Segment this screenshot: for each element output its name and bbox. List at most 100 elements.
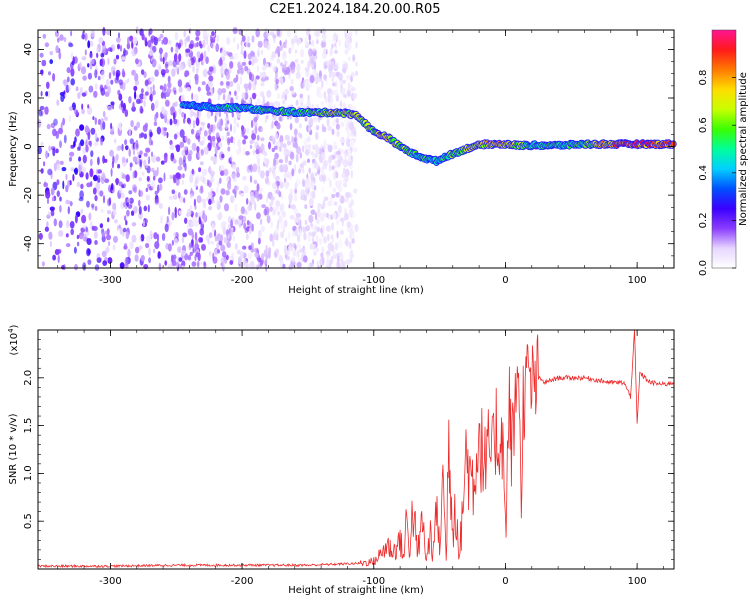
noise-speck xyxy=(190,221,195,228)
noise-speck xyxy=(293,34,299,44)
noise-speck xyxy=(46,123,51,130)
noise-speck xyxy=(226,241,231,248)
noise-speck xyxy=(335,261,340,268)
noise-speck xyxy=(251,119,254,129)
noise-speck xyxy=(280,207,284,215)
noise-speck xyxy=(157,251,161,259)
noise-speck xyxy=(307,136,312,143)
noise-speck xyxy=(242,245,247,250)
noise-speck xyxy=(191,56,197,64)
noise-speck xyxy=(139,150,143,155)
noise-speck xyxy=(152,90,156,96)
noise-speck xyxy=(65,173,68,181)
noise-speck xyxy=(220,188,226,195)
noise-speck xyxy=(341,89,345,96)
noise-speck xyxy=(252,163,258,173)
noise-speck xyxy=(192,111,196,116)
noise-speck xyxy=(177,192,181,199)
noise-speck xyxy=(300,59,304,64)
noise-speck xyxy=(241,126,247,135)
noise-speck xyxy=(177,165,183,171)
noise-speck xyxy=(240,45,244,51)
noise-speck xyxy=(139,93,145,100)
noise-speck xyxy=(335,94,340,102)
noise-speck xyxy=(143,100,146,107)
noise-speck xyxy=(150,102,155,112)
noise-speck xyxy=(329,243,334,252)
noise-speck xyxy=(194,180,198,189)
noise-speck xyxy=(248,82,252,91)
noise-speck xyxy=(279,135,284,144)
noise-speck xyxy=(183,117,186,124)
noise-speck xyxy=(243,50,247,59)
noise-speck xyxy=(120,100,124,108)
noise-speck xyxy=(49,240,53,247)
noise-speck xyxy=(293,163,297,173)
noise-speck xyxy=(97,175,101,183)
noise-speck xyxy=(141,33,145,41)
noise-speck xyxy=(241,35,246,43)
noise-speck xyxy=(94,83,98,90)
noise-speck xyxy=(158,203,163,209)
noise-speck xyxy=(74,214,78,224)
noise-speck xyxy=(335,242,338,251)
noise-speck xyxy=(292,249,297,257)
noise-speck xyxy=(189,174,194,184)
noise-speck xyxy=(236,111,242,118)
noise-speck xyxy=(216,233,222,242)
x-tick-label: 100 xyxy=(628,576,647,587)
noise-speck xyxy=(248,98,251,104)
noise-speck xyxy=(59,34,64,41)
noise-speck xyxy=(207,123,211,129)
noise-speck xyxy=(169,144,175,151)
noise-speck xyxy=(142,219,146,227)
noise-speck xyxy=(271,135,275,141)
noise-speck xyxy=(338,38,342,47)
noise-speck xyxy=(97,75,101,81)
noise-speck xyxy=(249,175,253,183)
noise-speck xyxy=(232,37,236,43)
noise-speck xyxy=(193,93,198,103)
noise-speck xyxy=(319,237,323,246)
noise-speck xyxy=(128,197,134,204)
noise-speck xyxy=(255,28,260,38)
noise-speck xyxy=(244,209,247,215)
noise-speck xyxy=(184,113,186,120)
noise-speck xyxy=(82,75,87,81)
noise-speck xyxy=(130,120,134,128)
noise-speck xyxy=(150,38,155,43)
noise-speck xyxy=(47,168,53,176)
noise-speck xyxy=(46,221,49,228)
noise-speck xyxy=(265,63,269,68)
noise-speck xyxy=(284,134,290,141)
noise-speck xyxy=(353,147,358,153)
noise-speck xyxy=(314,159,317,169)
noise-speck xyxy=(44,226,50,232)
noise-speck xyxy=(355,29,358,36)
noise-speck xyxy=(110,168,113,177)
noise-speck xyxy=(332,35,336,43)
noise-speck xyxy=(203,130,208,137)
noise-speck xyxy=(304,204,308,210)
noise-speck xyxy=(183,146,188,151)
noise-speck xyxy=(256,212,261,220)
noise-speck xyxy=(207,44,210,53)
x-tick-label: 0 xyxy=(502,576,508,587)
noise-speck xyxy=(150,151,154,157)
noise-speck xyxy=(84,125,90,134)
colorbar-gradient xyxy=(712,30,736,268)
noise-speck xyxy=(112,202,117,211)
noise-speck xyxy=(126,158,129,164)
noise-speck xyxy=(256,65,259,72)
noise-speck xyxy=(108,72,112,80)
noise-speck xyxy=(339,217,345,222)
noise-speck xyxy=(308,33,311,42)
noise-speck xyxy=(304,219,308,225)
noise-speck xyxy=(202,39,206,48)
noise-speck xyxy=(186,86,191,92)
noise-speck xyxy=(209,178,215,183)
noise-speck xyxy=(232,235,235,242)
noise-speck xyxy=(195,129,201,137)
noise-speck xyxy=(131,234,137,243)
noise-speck xyxy=(214,235,218,242)
